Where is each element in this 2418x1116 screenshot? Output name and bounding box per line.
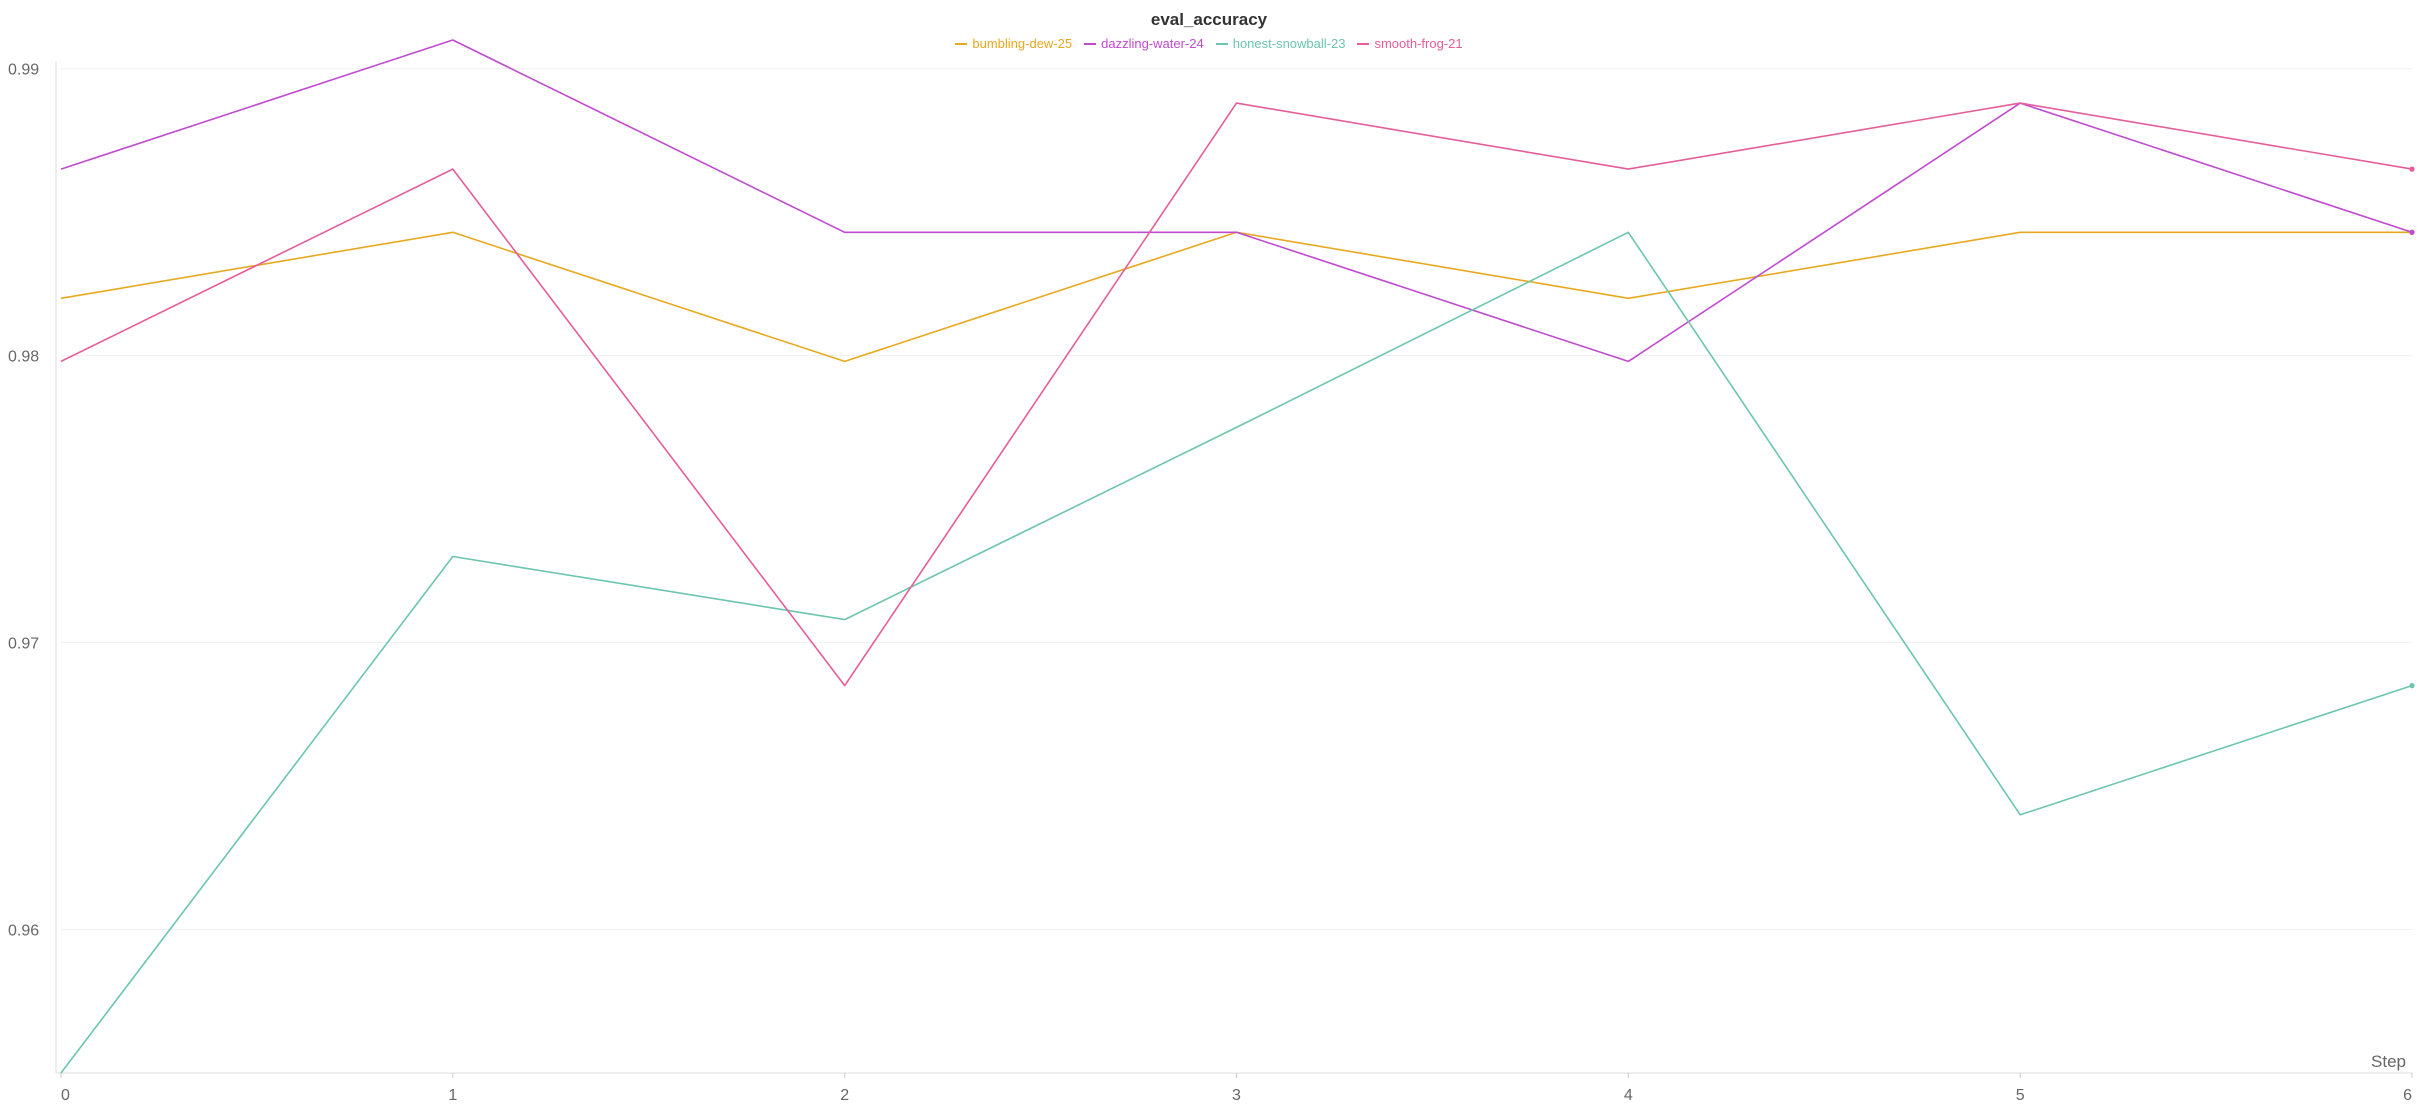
series-point-dazzling-water-24-4 [1627, 360, 1629, 362]
series-line-smooth-frog-21 [60, 102, 2413, 687]
series-point-bumbling-dew-25-1 [452, 231, 454, 233]
legend-item-honest-snowball-23[interactable]: honest-snowball-23 [1215, 36, 1346, 51]
series-point-dazzling-water-24-1 [452, 39, 454, 41]
legend: bumbling-dew-25 dazzling-water-24 honest-s… [0, 36, 2418, 51]
legend-label: dazzling-water-24 [1101, 36, 1204, 51]
legend-item-smooth-frog-21[interactable]: smooth-frog-21 [1357, 36, 1463, 51]
series-point-smooth-frog-21-0 [60, 360, 62, 362]
y-tick-label-1: 0.97 [8, 636, 39, 653]
x-tick-label-0: 0 [61, 1087, 70, 1104]
series-point-honest-snowball-23-4 [1627, 231, 1629, 233]
x-tick-label-2: 2 [840, 1087, 849, 1104]
x-axis-label: Step [2371, 1052, 2406, 1071]
legend-label: honest-snowball-23 [1232, 36, 1346, 51]
series-point-honest-snowball-23-2 [843, 618, 845, 620]
series-point-dazzling-water-24-3 [1235, 231, 1237, 233]
y-tick-label-2: 0.98 [8, 349, 39, 366]
series-point-honest-snowball-23-1 [452, 555, 454, 557]
series-point-smooth-frog-21-2 [843, 684, 845, 686]
series-point-honest-snowball-23-5 [2019, 814, 2021, 816]
y-tick-label-3: 0.99 [8, 62, 39, 79]
series-line-honest-snowball-23 [60, 231, 2413, 1074]
legend-swatch-icon [1357, 42, 1370, 45]
x-tick-label-6: 6 [2403, 1087, 2412, 1104]
legend-item-dazzling-water-24[interactable]: dazzling-water-24 [1084, 36, 1204, 51]
series-point-bumbling-dew-25-0 [60, 297, 62, 299]
legend-swatch-icon [1215, 42, 1228, 45]
legend-swatch-icon [955, 42, 968, 45]
legend-swatch-icon [1084, 42, 1097, 45]
series-point-smooth-frog-21-1 [452, 168, 454, 170]
legend-label: smooth-frog-21 [1374, 36, 1463, 51]
series-point-dazzling-water-24-2 [843, 231, 845, 233]
series-point-bumbling-dew-25-4 [1627, 297, 1629, 299]
series-point-dazzling-water-24-0 [60, 168, 62, 170]
series-point-smooth-frog-21-5 [2019, 102, 2021, 104]
x-tick-label-3: 3 [1232, 1087, 1241, 1104]
legend-item-bumbling-dew-25[interactable]: bumbling-dew-25 [955, 36, 1072, 51]
series-point-honest-snowball-23-6 [2409, 683, 2415, 689]
legend-label: bumbling-dew-25 [972, 36, 1073, 51]
y-tick-label-0: 0.96 [8, 923, 39, 940]
series-point-honest-snowball-23-3 [1235, 426, 1237, 428]
series-point-bumbling-dew-25-5 [2019, 231, 2021, 233]
series-point-smooth-frog-21-6 [2409, 166, 2415, 172]
series-line-bumbling-dew-25 [60, 231, 2412, 363]
series-point-honest-snowball-23-0 [60, 1072, 62, 1074]
series-point-smooth-frog-21-3 [1235, 102, 1237, 104]
series-point-bumbling-dew-25-2 [843, 360, 845, 362]
x-tick-label-1: 1 [448, 1087, 457, 1104]
x-tick-label-5: 5 [2016, 1087, 2025, 1104]
chart-title: eval_accuracy [1150, 10, 1268, 29]
x-tick-label-4: 4 [1624, 1087, 1633, 1104]
series-line-dazzling-water-24 [60, 39, 2413, 363]
series-point-dazzling-water-24-6 [2409, 229, 2415, 235]
series-point-smooth-frog-21-4 [1627, 168, 1629, 170]
